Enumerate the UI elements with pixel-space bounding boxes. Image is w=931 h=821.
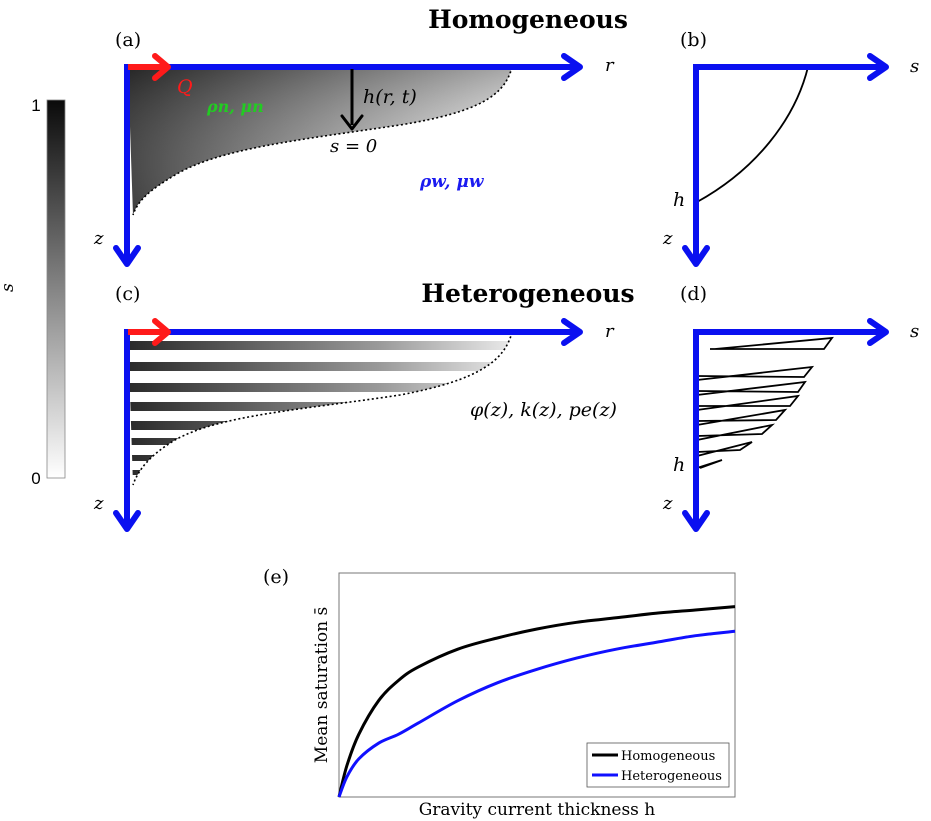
colorbar-min: 0	[31, 469, 40, 488]
legend-label-homogeneous: Homogeneous	[621, 749, 715, 764]
series-line-homogeneous	[337, 605, 736, 798]
layer-stripe	[128, 383, 512, 392]
flux-arrowhead-c	[152, 318, 171, 346]
colorbar-max: 1	[31, 96, 40, 115]
chart-xlabel: Gravity current thickness h	[419, 800, 656, 820]
layer-stripe	[128, 362, 512, 371]
r-axis-label-c: r	[605, 321, 615, 342]
panel-c: φ(z), k(z), pe(z) r z	[93, 318, 617, 532]
flux-arrowhead-a	[152, 53, 171, 81]
thickness-label: h(r, t)	[363, 86, 417, 108]
interface-label: s = 0	[330, 136, 377, 157]
z-axis-arrowhead-d	[682, 510, 710, 532]
chart-ylabel: Mean saturation s̄	[312, 607, 332, 763]
injected-props-label: ρn, μn	[206, 97, 264, 116]
layer-stripe	[128, 341, 512, 350]
z-axis-arrowhead-c	[113, 510, 141, 532]
heterogeneous-properties-label: φ(z), k(z), pe(z)	[470, 399, 617, 421]
legend-label-heterogeneous: Heterogeneous	[621, 769, 722, 784]
legend-box	[586, 742, 730, 788]
s-axis-label-b: s	[910, 56, 919, 77]
r-axis-label-a: r	[605, 55, 615, 76]
flux-label: Q	[177, 76, 193, 98]
title-heterogeneous: Heterogeneous	[421, 279, 634, 308]
panel-label-c: (c)	[115, 283, 140, 305]
h-label-b: h	[673, 189, 685, 211]
panel-label-a: (a)	[115, 29, 141, 51]
z-axis-label-a: z	[93, 228, 104, 249]
r-axis-arrowhead-c	[561, 318, 583, 346]
colorbar: 1 0 s	[0, 96, 66, 488]
s-axis-arrowhead-b	[867, 53, 889, 81]
panel-e-chart: Gravity current thickness h Mean saturat…	[312, 572, 736, 820]
saturation-profile-d	[696, 336, 834, 469]
z-axis-arrowhead-a	[113, 245, 141, 267]
panel-label-b: (b)	[680, 29, 707, 51]
s-axis-arrowhead-d	[867, 318, 889, 346]
z-axis-label-b: z	[662, 228, 673, 249]
chart-series	[337, 605, 736, 798]
gravity-current-a-shade	[128, 67, 512, 215]
layer-stripe	[128, 455, 512, 461]
series-line-heterogeneous	[337, 629, 736, 798]
layer-stripe	[128, 470, 512, 475]
z-axis-label-d: z	[662, 493, 673, 514]
panel-b: h s z	[662, 53, 919, 267]
z-axis-label-c: z	[93, 493, 104, 514]
h-label-d: h	[673, 454, 685, 476]
ambient-props-label: ρw, μw	[419, 172, 485, 192]
chart-legend: Homogeneous Heterogeneous	[586, 742, 730, 788]
panel-a: Q ρn, μn h(r, t) s = 0 ρw, μw r z	[93, 53, 615, 267]
thickness-arrowhead	[340, 114, 364, 131]
interface-curve-a	[132, 66, 513, 216]
layer-stripe	[128, 438, 512, 445]
saturation-profile-b	[696, 66, 809, 203]
panel-label-e: (e)	[263, 566, 289, 588]
r-axis-arrowhead-a	[561, 53, 583, 81]
chart-frame	[338, 572, 736, 798]
panel-d: h s z	[662, 318, 919, 532]
colorbar-label: s	[0, 283, 18, 292]
colorbar-gradient	[46, 99, 66, 479]
layer-stripe	[128, 421, 512, 430]
panel-label-d: (d)	[680, 283, 707, 305]
s-axis-label-d: s	[910, 321, 919, 342]
z-axis-arrowhead-b	[682, 245, 710, 267]
title-homogeneous: Homogeneous	[428, 5, 628, 34]
